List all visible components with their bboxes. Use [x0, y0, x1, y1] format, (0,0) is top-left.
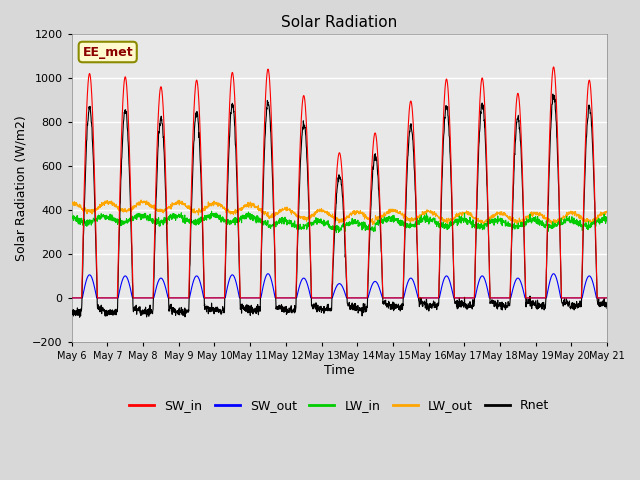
SW_in	[68, 295, 76, 301]
LW_out	[68, 199, 76, 205]
LW_out	[367, 216, 374, 222]
LW_in	[572, 218, 579, 224]
SW_in	[604, 295, 611, 301]
Line: Rnet: Rnet	[72, 94, 607, 317]
LW_out	[495, 210, 503, 216]
Legend: SW_in, SW_out, LW_in, LW_out, Rnet: SW_in, SW_out, LW_in, LW_out, Rnet	[124, 395, 554, 417]
LW_in	[495, 216, 503, 222]
SW_in	[495, 295, 502, 301]
LW_out	[556, 219, 564, 225]
SW_out	[217, 295, 225, 301]
Line: LW_in: LW_in	[72, 211, 607, 232]
SW_out	[367, 287, 374, 293]
SW_in	[571, 295, 579, 301]
SW_in	[367, 201, 374, 207]
Rnet	[604, 306, 611, 312]
LW_out	[369, 222, 376, 228]
LW_in	[332, 229, 340, 235]
Rnet	[549, 91, 557, 97]
LW_in	[208, 208, 216, 214]
SW_out	[495, 295, 502, 301]
SW_out	[550, 271, 557, 276]
Rnet	[572, 302, 579, 308]
LW_out	[355, 209, 363, 215]
Rnet	[68, 307, 76, 312]
Line: SW_out: SW_out	[72, 274, 607, 298]
LW_out	[572, 211, 579, 216]
SW_out	[604, 295, 611, 301]
Line: LW_out: LW_out	[72, 200, 607, 225]
LW_in	[355, 223, 363, 229]
LW_in	[367, 226, 374, 231]
LW_in	[556, 217, 564, 223]
SW_out	[571, 295, 579, 301]
SW_out	[556, 291, 564, 297]
Rnet	[355, 307, 363, 313]
Rnet	[218, 312, 225, 317]
LW_out	[138, 197, 145, 203]
SW_in	[217, 295, 225, 301]
Rnet	[495, 302, 503, 308]
Line: SW_in: SW_in	[72, 67, 607, 298]
LW_in	[68, 211, 76, 217]
LW_out	[218, 203, 225, 209]
Rnet	[367, 213, 374, 218]
Y-axis label: Solar Radiation (W/m2): Solar Radiation (W/m2)	[15, 115, 28, 261]
Rnet	[76, 314, 83, 320]
SW_out	[68, 295, 76, 301]
LW_in	[604, 218, 611, 224]
Rnet	[556, 241, 564, 247]
LW_in	[218, 219, 225, 225]
SW_in	[556, 230, 564, 236]
LW_out	[604, 208, 611, 214]
SW_out	[355, 295, 362, 301]
SW_in	[355, 295, 362, 301]
X-axis label: Time: Time	[324, 364, 355, 377]
Title: Solar Radiation: Solar Radiation	[282, 15, 397, 30]
SW_in	[550, 64, 557, 70]
Text: EE_met: EE_met	[83, 46, 133, 59]
